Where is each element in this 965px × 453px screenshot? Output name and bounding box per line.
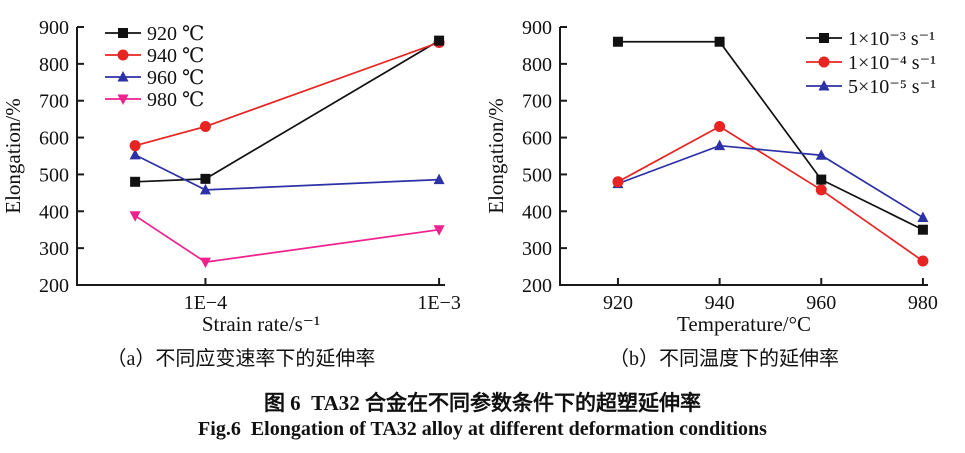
legend-marker xyxy=(818,56,830,68)
legend-label: 1×10⁻³ s⁻¹ xyxy=(848,28,935,50)
data-point-marker xyxy=(129,211,141,222)
data-point-marker xyxy=(199,121,211,133)
legend-marker xyxy=(819,33,829,43)
data-point-marker xyxy=(200,173,211,184)
x-tick-label: 960 xyxy=(806,292,836,314)
legend-marker xyxy=(117,94,129,105)
figure-title-english: Fig.6 Elongation of TA32 alloy at differ… xyxy=(198,418,767,440)
x-tick-label: 980 xyxy=(908,292,938,314)
data-point-marker xyxy=(129,148,141,160)
legend-marker xyxy=(117,49,129,61)
legend-marker xyxy=(818,80,830,91)
legend-label: 980 ℃ xyxy=(147,89,204,111)
y-tick-label: 200 xyxy=(522,275,552,297)
legend-label: 940 ℃ xyxy=(147,45,204,67)
y-tick-label: 200 xyxy=(39,275,69,297)
x-axis-label: Temperature/°C xyxy=(677,312,811,336)
figure-title-chinese: 图 6 TA32 合金在不同参数条件下的超塑延伸率 xyxy=(263,391,702,415)
legend-label: 1×10⁻⁴ s⁻¹ xyxy=(848,52,936,74)
data-point-marker xyxy=(917,224,928,235)
data-point-marker xyxy=(714,139,726,151)
legend-label: 920 ℃ xyxy=(147,23,204,45)
x-axis-label: Strain rate/s⁻¹ xyxy=(202,312,320,336)
data-point-marker xyxy=(815,149,827,160)
y-tick-label: 800 xyxy=(522,54,552,76)
legend-marker xyxy=(118,28,128,38)
legend-label: 5×10⁻⁵ s⁻¹ xyxy=(848,76,936,98)
series-line xyxy=(134,214,440,264)
y-axis-label: Elongation/% xyxy=(484,98,508,213)
y-tick-label: 500 xyxy=(522,164,552,186)
y-tick-label: 800 xyxy=(39,54,69,76)
data-point-marker xyxy=(434,35,445,46)
subcaption-a: （a）不同应变速率下的延伸率 xyxy=(106,348,376,370)
series-line xyxy=(617,144,924,219)
data-point-marker xyxy=(714,36,725,47)
chart-a-elongation-vs-strain-rate: 200 300 400 500 600 700 800 900 1E−4 1E−3 Strain r… xyxy=(1,17,461,336)
y-axis-label: Elongation/% xyxy=(1,98,25,213)
legend-label: 960 ℃ xyxy=(147,67,204,89)
subcaption-b: （b）不同温度下的延伸率 xyxy=(609,348,839,370)
y-tick-label: 600 xyxy=(39,128,69,150)
y-tick-label: 700 xyxy=(522,91,552,113)
y-tick-label: 900 xyxy=(39,17,69,39)
x-tick-label: 940 xyxy=(705,292,735,314)
chart-b-elongation-vs-temperature: 200 300 400 500 600 700 800 900 920 940 960 980 Temp… xyxy=(484,17,938,336)
series-line xyxy=(617,40,924,231)
series-line xyxy=(134,154,440,191)
data-point-marker xyxy=(129,140,141,152)
data-point-marker xyxy=(714,121,726,133)
data-point-marker xyxy=(612,36,623,47)
legend-marker xyxy=(117,71,129,82)
y-tick-label: 300 xyxy=(39,238,69,260)
y-tick-label: 900 xyxy=(522,17,552,39)
x-tick-label: 1E−3 xyxy=(417,292,461,314)
y-tick-label: 700 xyxy=(39,91,69,113)
y-tick-label: 400 xyxy=(522,201,552,223)
data-point-marker xyxy=(130,176,141,187)
x-tick-label: 920 xyxy=(603,292,633,314)
y-tick-label: 600 xyxy=(522,128,552,150)
data-point-marker xyxy=(815,184,827,196)
y-tick-label: 300 xyxy=(522,238,552,260)
series-line xyxy=(617,125,924,262)
y-tick-label: 500 xyxy=(39,164,69,186)
data-point-marker xyxy=(199,183,211,195)
x-tick-label: 1E−4 xyxy=(184,292,228,314)
y-tick-label: 400 xyxy=(39,201,69,223)
data-point-marker xyxy=(612,176,624,188)
data-point-marker xyxy=(816,174,827,185)
data-point-marker xyxy=(433,225,445,236)
data-point-marker xyxy=(917,211,929,223)
data-point-marker xyxy=(917,255,929,267)
data-point-marker xyxy=(199,257,211,269)
data-point-marker xyxy=(433,173,445,185)
